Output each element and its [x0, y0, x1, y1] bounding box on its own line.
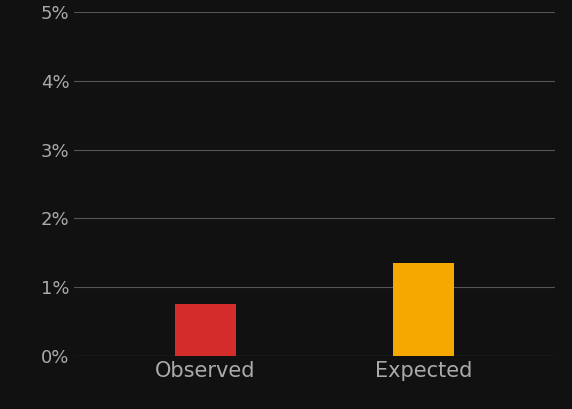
- Bar: [393, 263, 454, 356]
- Bar: [175, 304, 236, 356]
